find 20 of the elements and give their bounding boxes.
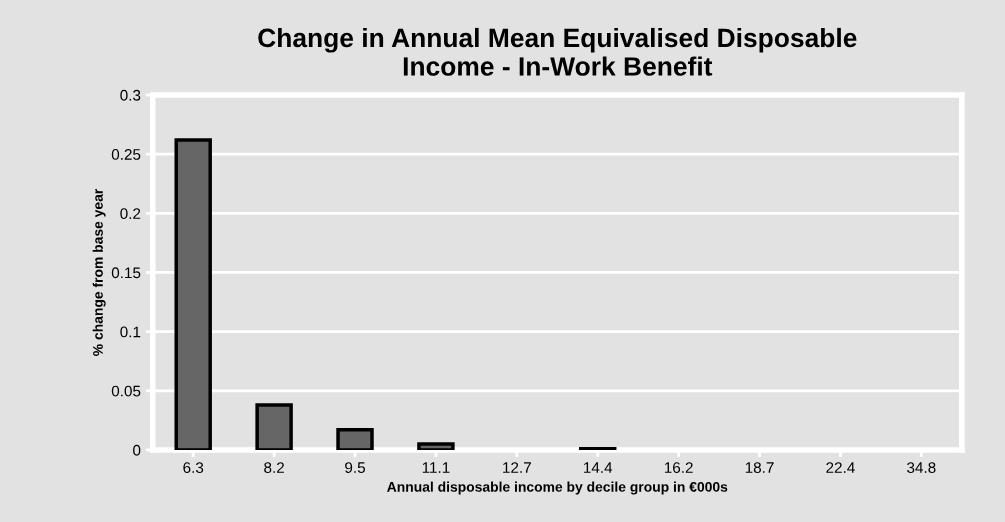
- y-tick-label: 0.25: [111, 149, 141, 160]
- x-tick-label: 16.2: [664, 462, 693, 473]
- y-tick-label: 0.3: [120, 89, 141, 101]
- x-tick-label: 6.3: [183, 462, 204, 473]
- y-axis-title: % change from base year: [92, 188, 106, 356]
- y-tick-label: 0: [133, 444, 141, 456]
- x-tick-label: 34.8: [907, 462, 936, 473]
- x-axis-title: Annual disposable income by decile group in €000s: [387, 481, 728, 495]
- x-tick-label: 11.1: [422, 462, 450, 473]
- y-tick-label: 0.15: [111, 267, 141, 279]
- y-tick-label: 0.05: [111, 385, 141, 397]
- y-tick-label: 0.1: [120, 326, 141, 338]
- y-tick-label: 0.2: [120, 208, 141, 220]
- x-tick-label: 18.7: [745, 462, 774, 473]
- x-tick-label: 8.2: [264, 462, 284, 473]
- x-tick-label: 22.4: [826, 462, 855, 473]
- x-tick-label: 14.4: [584, 462, 613, 473]
- x-tick-label: 12.7: [503, 462, 531, 473]
- chart-title: Change in Annual Mean Equivalised Disposable Income - In-Work Benefit: [258, 27, 857, 76]
- x-tick-label: 9.5: [345, 462, 365, 473]
